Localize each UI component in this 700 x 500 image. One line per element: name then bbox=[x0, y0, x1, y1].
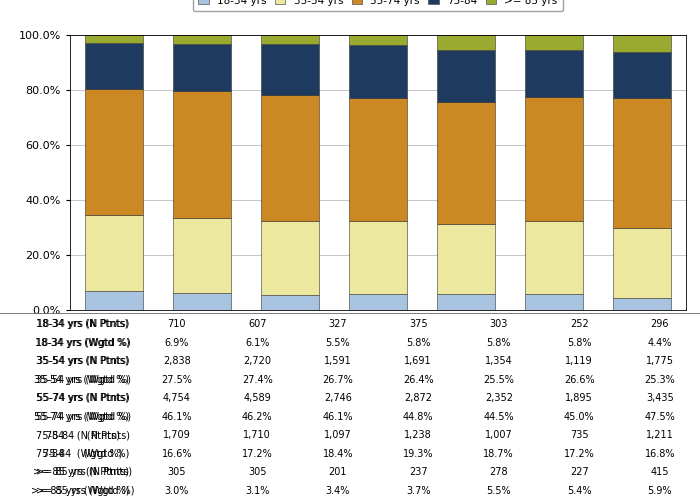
Text: 55-74 yrs (N Ptnts): 55-74 yrs (N Ptnts) bbox=[36, 393, 130, 403]
Text: 35-54 yrs (Wgtd %): 35-54 yrs (Wgtd %) bbox=[34, 375, 130, 385]
Bar bbox=[613, 228, 671, 298]
Bar bbox=[261, 295, 319, 310]
Bar bbox=[174, 91, 230, 218]
Text: 75-84    (Wgtd %): 75-84 (Wgtd %) bbox=[43, 449, 130, 459]
Bar bbox=[349, 222, 407, 294]
Bar bbox=[174, 293, 230, 310]
Bar bbox=[85, 34, 143, 43]
Bar bbox=[526, 221, 582, 294]
Bar bbox=[613, 98, 671, 228]
Text: >= 85 yrs (Wgtd %): >= 85 yrs (Wgtd %) bbox=[31, 486, 130, 496]
Bar bbox=[85, 43, 143, 88]
Bar bbox=[526, 50, 582, 97]
Bar bbox=[261, 222, 319, 295]
Bar bbox=[438, 50, 495, 102]
Legend: 18-34 yrs, 35-54 yrs, 55-74 yrs, 75-84, >= 85 yrs: 18-34 yrs, 35-54 yrs, 55-74 yrs, 75-84, … bbox=[193, 0, 563, 11]
Bar bbox=[174, 218, 230, 293]
Bar bbox=[349, 98, 407, 222]
Bar bbox=[613, 36, 671, 52]
Bar bbox=[613, 298, 671, 310]
Bar bbox=[261, 34, 319, 44]
Text: 18-34 yrs (Wgtd %): 18-34 yrs (Wgtd %) bbox=[35, 338, 130, 348]
Bar bbox=[438, 35, 495, 50]
Bar bbox=[85, 291, 143, 310]
Bar bbox=[261, 94, 319, 222]
Bar bbox=[526, 35, 582, 50]
Bar bbox=[349, 45, 407, 98]
Bar bbox=[526, 97, 582, 221]
Text: 75-84    (N Ptnts): 75-84 (N Ptnts) bbox=[46, 430, 130, 440]
Text: >= 85 yrs (N Ptnts): >= 85 yrs (N Ptnts) bbox=[34, 467, 130, 477]
Bar bbox=[438, 102, 495, 224]
Text: 35-54 yrs (N Ptnts): 35-54 yrs (N Ptnts) bbox=[37, 356, 130, 366]
Bar bbox=[613, 52, 671, 98]
Bar bbox=[174, 44, 230, 91]
Bar bbox=[174, 35, 230, 43]
Bar bbox=[438, 294, 495, 310]
Bar bbox=[349, 294, 407, 310]
Text: 55-74 yrs (Wgtd %): 55-74 yrs (Wgtd %) bbox=[34, 412, 130, 422]
Bar bbox=[438, 224, 495, 294]
Text: 18-34 yrs (N Ptnts): 18-34 yrs (N Ptnts) bbox=[37, 320, 130, 329]
Bar bbox=[349, 35, 407, 45]
Bar bbox=[261, 44, 319, 94]
Bar bbox=[85, 216, 143, 291]
Bar bbox=[526, 294, 582, 310]
Bar bbox=[85, 88, 143, 216]
